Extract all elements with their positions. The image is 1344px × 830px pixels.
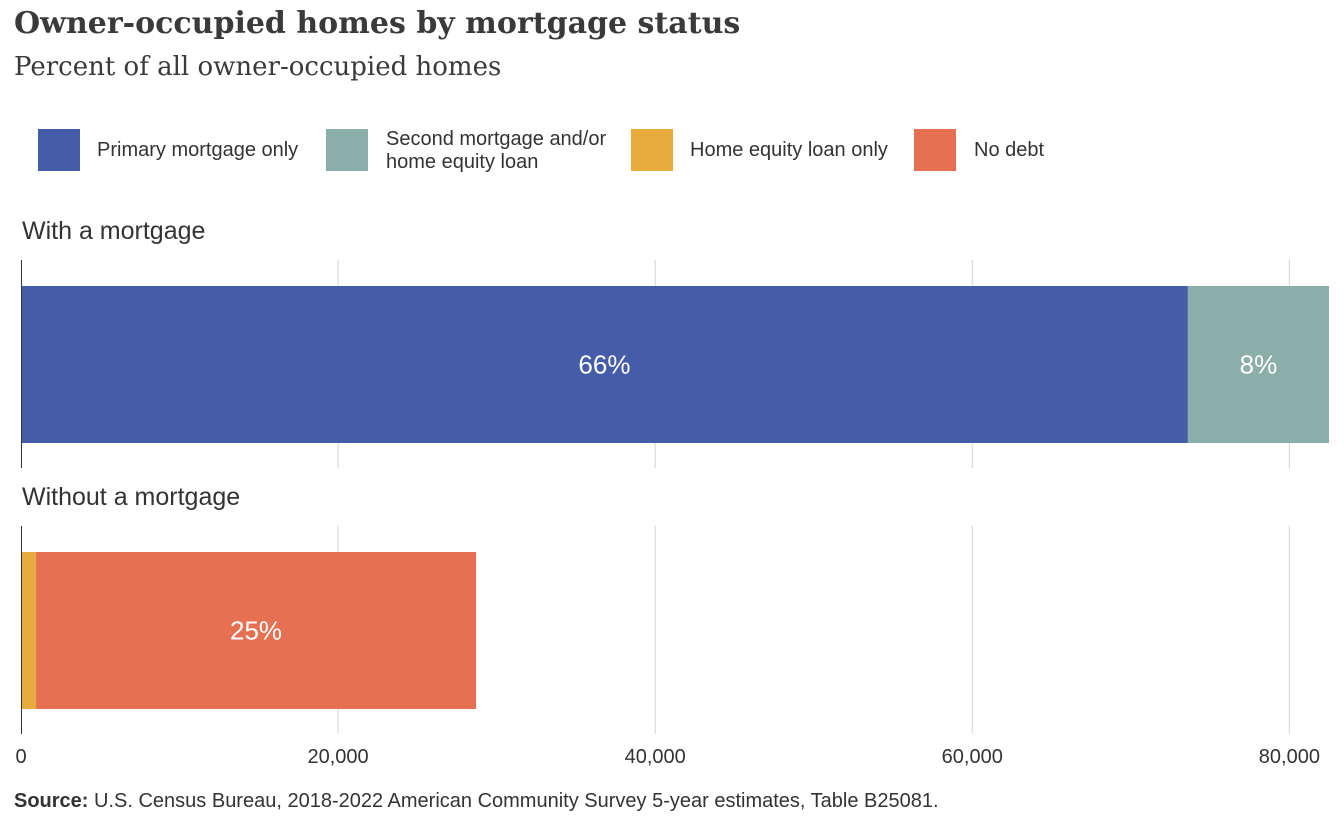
- data-label: 66%: [578, 350, 630, 380]
- data-label: 25%: [230, 616, 282, 646]
- legend-swatch-second: [326, 129, 368, 171]
- chart-title: Owner-occupied homes by mortgage status: [14, 6, 741, 41]
- legend-label-equity: Home equity loan only: [690, 139, 888, 161]
- x-tick-label: 80,000: [1259, 746, 1320, 768]
- legend-label-primary: Primary mortgage only: [97, 139, 299, 161]
- panel-title-without-mortgage: Without a mortgage: [22, 483, 241, 511]
- legend-swatch-primary: [38, 129, 80, 171]
- legend-swatch-nodebt: [914, 129, 956, 171]
- source-text: U.S. Census Bureau, 2018-2022 American C…: [88, 790, 939, 812]
- x-tick-label: 40,000: [625, 746, 686, 768]
- x-tick-label: 20,000: [308, 746, 369, 768]
- chart-subtitle: Percent of all owner-occupied homes: [14, 52, 502, 82]
- x-tick-label: 0: [15, 746, 26, 768]
- bar-segment: [36, 552, 477, 709]
- panel-title-with-mortgage: With a mortgage: [22, 217, 206, 245]
- x-tick-label: 60,000: [942, 746, 1003, 768]
- source-label: Source:: [14, 790, 89, 812]
- bar-segment: [1187, 286, 1329, 443]
- legend-swatch-equity: [631, 129, 673, 171]
- bar-segment: [21, 552, 37, 709]
- legend-label-second: Second mortgage and/or home equity loan: [386, 128, 607, 173]
- bar-segment: [21, 286, 1188, 443]
- data-label: 8%: [1240, 350, 1278, 380]
- source-note: Source: U.S. Census Bureau, 2018-2022 Am…: [14, 790, 939, 813]
- legend-label-nodebt: No debt: [974, 139, 1045, 161]
